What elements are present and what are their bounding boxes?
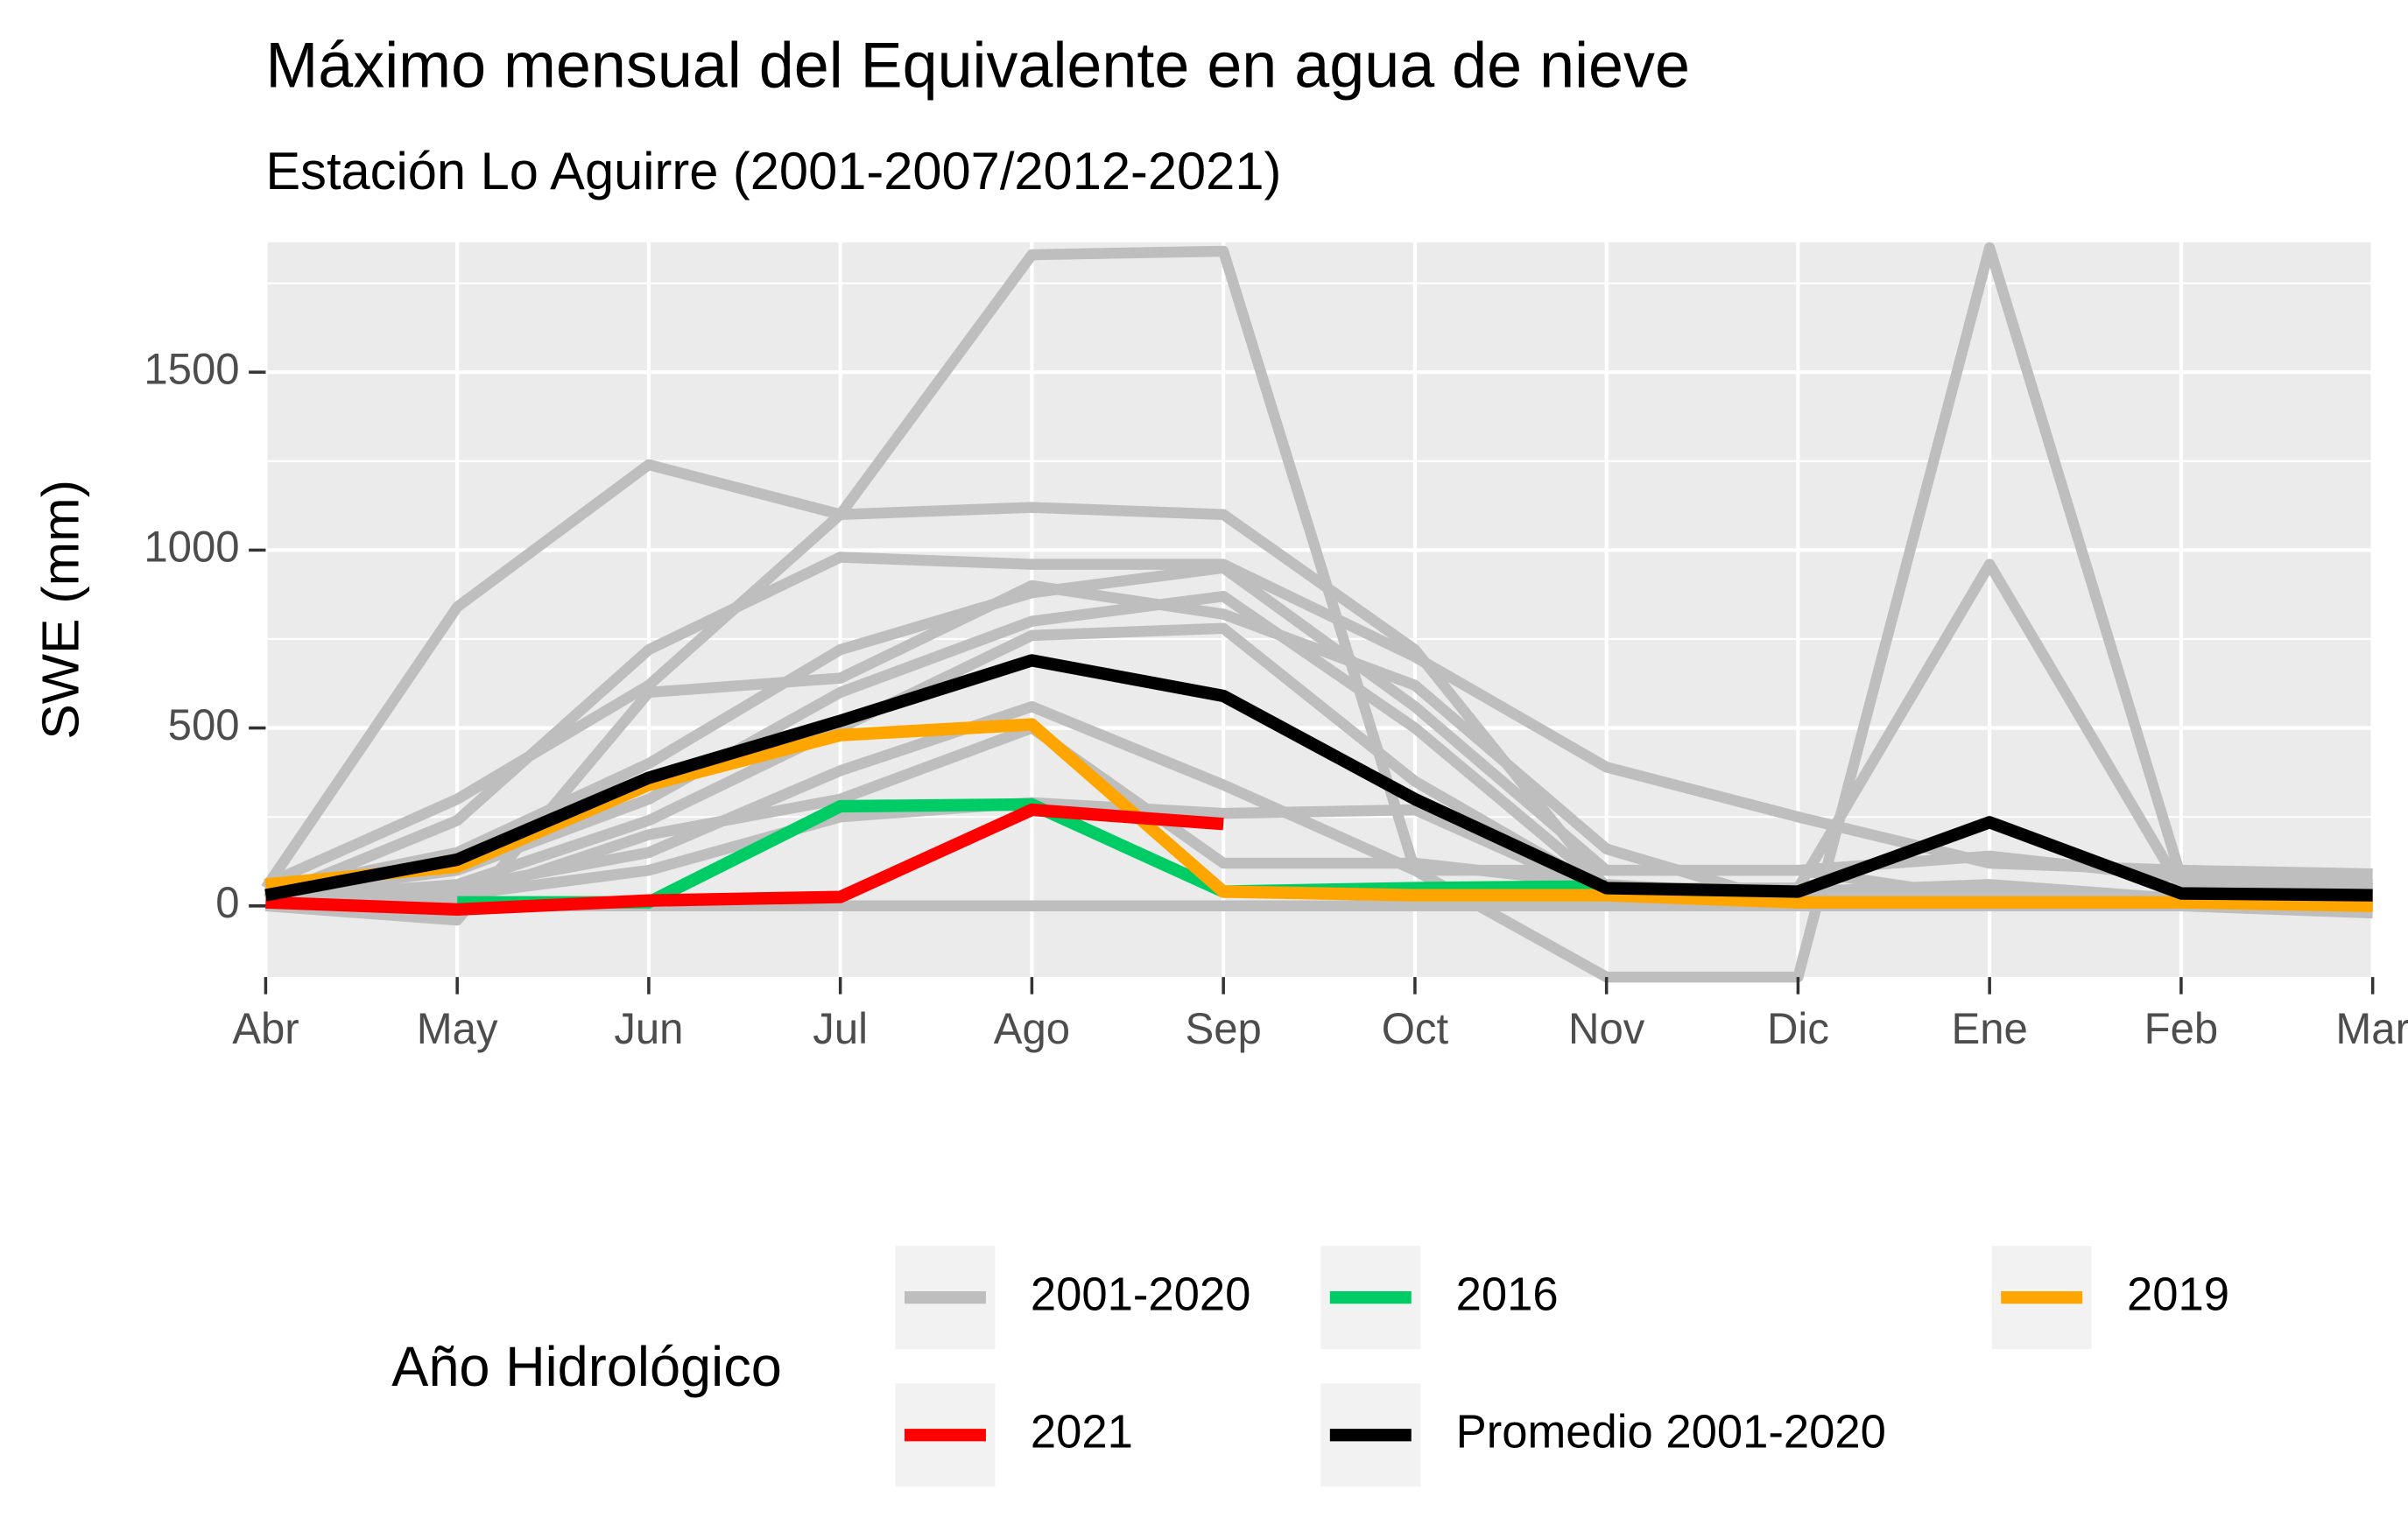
- legend-label: 2021: [1031, 1406, 1133, 1458]
- x-tick-label: Feb: [2144, 1003, 2219, 1053]
- legend-label: Promedio 2001-2020: [1456, 1406, 1886, 1458]
- legend-label: 2016: [1456, 1268, 1559, 1321]
- x-tick-label: Ene: [1951, 1003, 2027, 1053]
- series-line: [263, 242, 2373, 983]
- x-tick-label: Nov: [1568, 1003, 1645, 1053]
- legend-title: Año Hidrológico: [391, 1335, 782, 1399]
- plot-lines: [261, 242, 2373, 983]
- x-tick-label: Dic: [1767, 1003, 1829, 1053]
- x-tick-label: Oct: [1382, 1003, 1449, 1053]
- y-tick-label: 1000: [144, 522, 239, 572]
- chart-title: Máximo mensual del Equivalente en agua d…: [265, 30, 1690, 102]
- x-tick-label: May: [417, 1003, 498, 1053]
- y-tick-label: 500: [168, 699, 240, 749]
- x-tick-label: Abr: [232, 1003, 299, 1053]
- legend-label: 2019: [2127, 1268, 2229, 1321]
- x-tick-label: Sep: [1185, 1003, 1261, 1053]
- series-line: [265, 803, 1224, 916]
- x-tick-label: Mar: [2335, 1003, 2408, 1053]
- chart-subtitle: Estación Lo Aguirre (2001-2007/2012-2021…: [265, 142, 1281, 201]
- x-tick-label: Jul: [813, 1003, 868, 1053]
- y-tick-label: 0: [215, 878, 239, 928]
- series-line: [264, 718, 2373, 912]
- x-tick-label: Ago: [994, 1003, 1070, 1053]
- legend-label: 2001-2020: [1031, 1268, 1251, 1321]
- series-line: [264, 590, 2373, 908]
- series-line: [264, 562, 2373, 897]
- series-line: [261, 459, 2373, 897]
- y-axis-title: SWE (mm): [32, 480, 89, 740]
- y-tick-label: 1500: [144, 344, 239, 394]
- x-tick-label: Jun: [614, 1003, 683, 1053]
- series-line: [264, 654, 2373, 902]
